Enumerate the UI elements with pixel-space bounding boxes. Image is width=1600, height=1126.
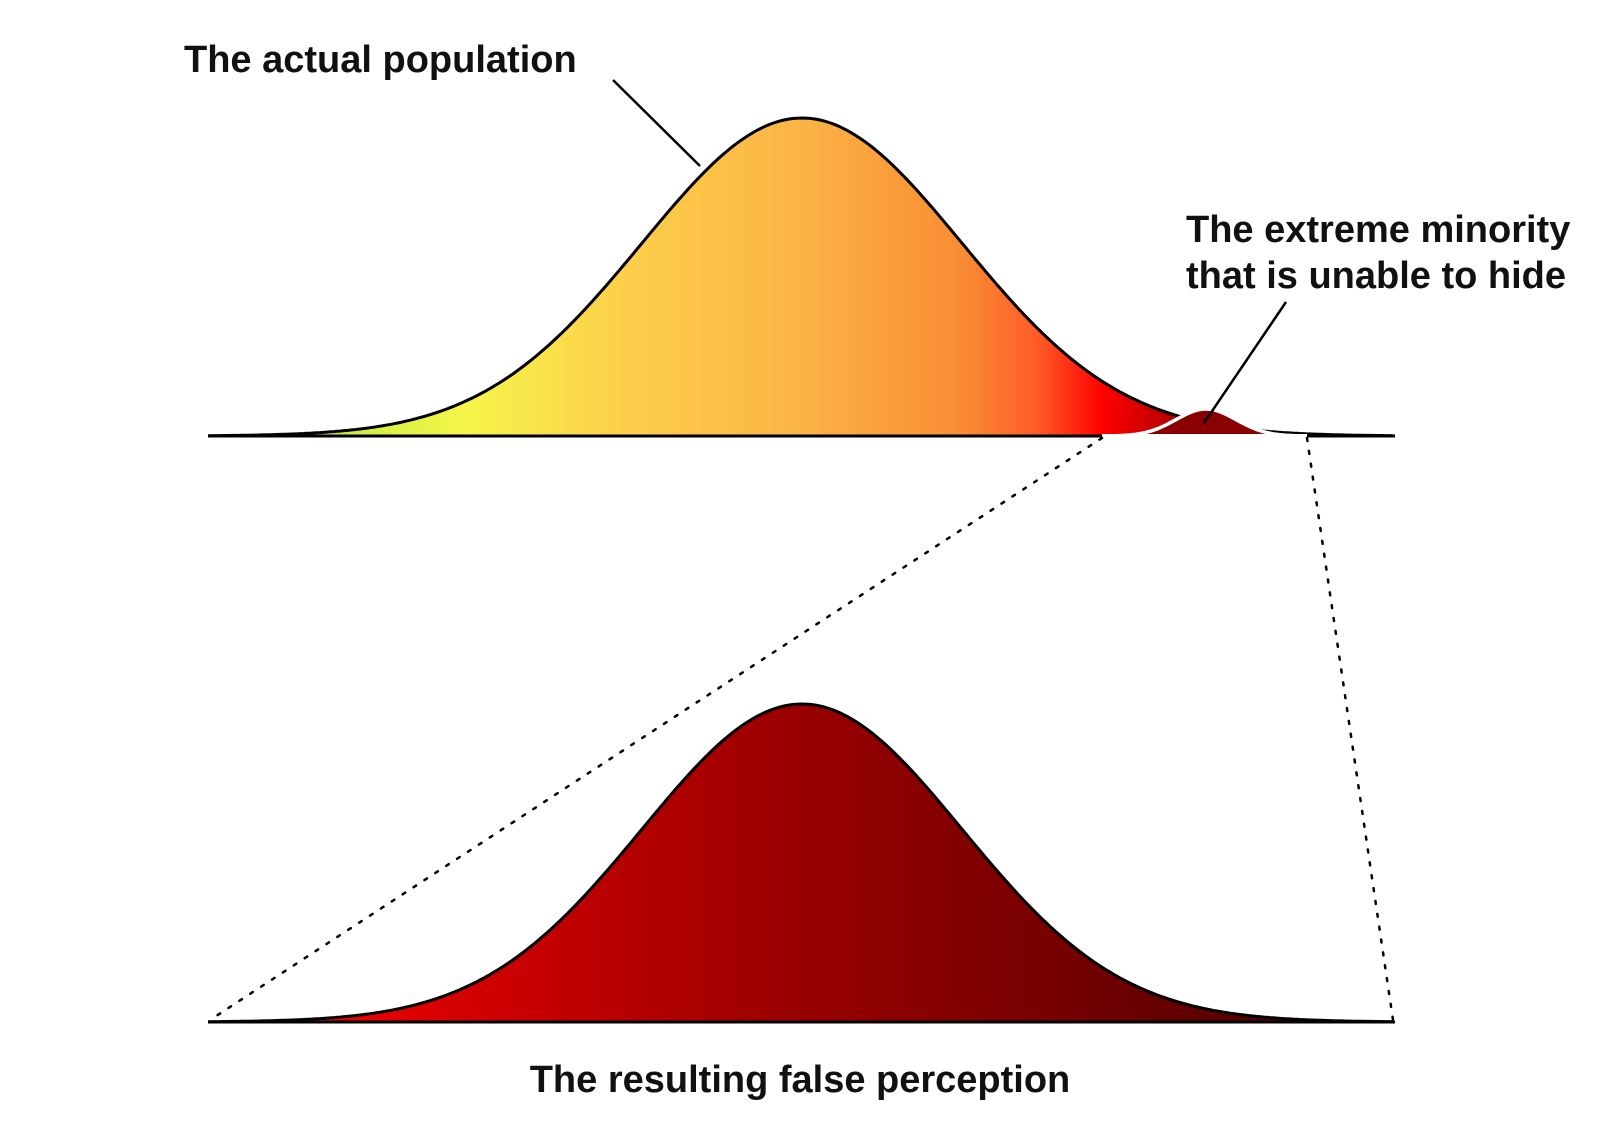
zoom-line-right <box>1305 436 1395 1022</box>
actual-population-label: The actual population <box>184 39 577 81</box>
actual-population-curve-fill <box>208 118 1393 436</box>
actual-population-leader <box>612 79 701 167</box>
extreme-minority-label-line1: The extreme minority <box>1186 209 1570 251</box>
extreme-minority-label-line2: that is unable to hide <box>1186 255 1566 297</box>
extreme-minority-leader <box>1202 301 1288 424</box>
zoom-line-left <box>208 436 1104 1022</box>
false-perception-label: The resulting false perception <box>530 1059 1071 1101</box>
false-perception-curve-fill <box>208 704 1393 1022</box>
false-perception-curve <box>208 702 1394 1024</box>
